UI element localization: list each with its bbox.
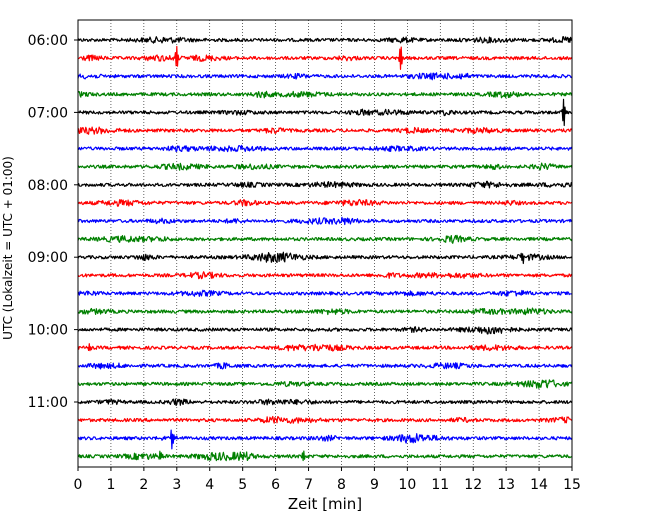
seismogram-trace: [77, 198, 573, 207]
seismogram-trace: [77, 180, 573, 189]
seismogram-trace: [77, 326, 573, 335]
seismogram-trace: [77, 72, 573, 81]
plot-frame: [77, 19, 573, 468]
trace-layer: [77, 36, 573, 462]
seismogram-trace: [77, 289, 573, 297]
x-tick-label: 12: [464, 477, 482, 493]
x-tick-label: 14: [530, 477, 548, 493]
seismogram-trace: [77, 251, 573, 265]
x-tick-label: 1: [106, 477, 115, 493]
y-tick-label: 11:00: [28, 395, 68, 411]
seismogram-trace: [77, 450, 573, 462]
seismogram-trace: [77, 234, 573, 244]
y-tick-label: 10:00: [28, 323, 68, 339]
x-tick-label: 15: [563, 477, 581, 493]
x-tick-label: 13: [497, 477, 515, 493]
seismogram-trace: [77, 429, 573, 450]
x-tick-label: 4: [205, 477, 214, 493]
seismogram-trace: [77, 36, 573, 44]
y-tick-label: 09:00: [28, 250, 68, 266]
x-axis-label: Zeit [min]: [288, 495, 362, 513]
seismogram-trace: [77, 271, 573, 280]
seismogram-trace: [77, 362, 573, 370]
seismogram-trace: [77, 379, 573, 389]
seismogram-trace: [77, 98, 573, 127]
seismogram-trace: [77, 398, 573, 407]
x-tick-label: 2: [139, 477, 148, 493]
x-tick-label: 3: [172, 477, 181, 493]
seismogram-trace: [77, 343, 573, 352]
x-tick-label: 9: [370, 477, 379, 493]
y-tick-label: 07:00: [28, 105, 68, 121]
y-tick-label: 08:00: [28, 178, 68, 194]
x-tick-label: 7: [304, 477, 313, 493]
seismogram-trace: [77, 126, 573, 135]
seismogram-trace: [77, 90, 573, 99]
grid-layer: [110, 20, 540, 467]
y-axis: 06:00 07:00 08:00 09:00 10:00 11:00: [28, 33, 78, 411]
x-tick-label: 10: [398, 477, 416, 493]
x-axis: 0 1 2 3 4 5 6 7 8 9 10 11 12 13 14 15: [74, 467, 581, 493]
seismogram-trace: [77, 415, 573, 424]
y-axis-label: UTC (Lokalzeit = UTC + 01:00): [1, 156, 15, 340]
seismogram-trace: [77, 216, 573, 226]
x-tick-label: 8: [337, 477, 346, 493]
x-tick-label: 5: [238, 477, 247, 493]
seismogram-trace: [77, 144, 573, 153]
x-tick-label: 6: [271, 477, 280, 493]
seismogram-trace: [77, 45, 573, 70]
y-tick-label: 06:00: [28, 33, 68, 49]
x-tick-label: 0: [74, 477, 83, 493]
x-tick-label: 11: [431, 477, 449, 493]
seismogram-trace: [77, 307, 573, 316]
seismogram-trace: [77, 162, 573, 171]
